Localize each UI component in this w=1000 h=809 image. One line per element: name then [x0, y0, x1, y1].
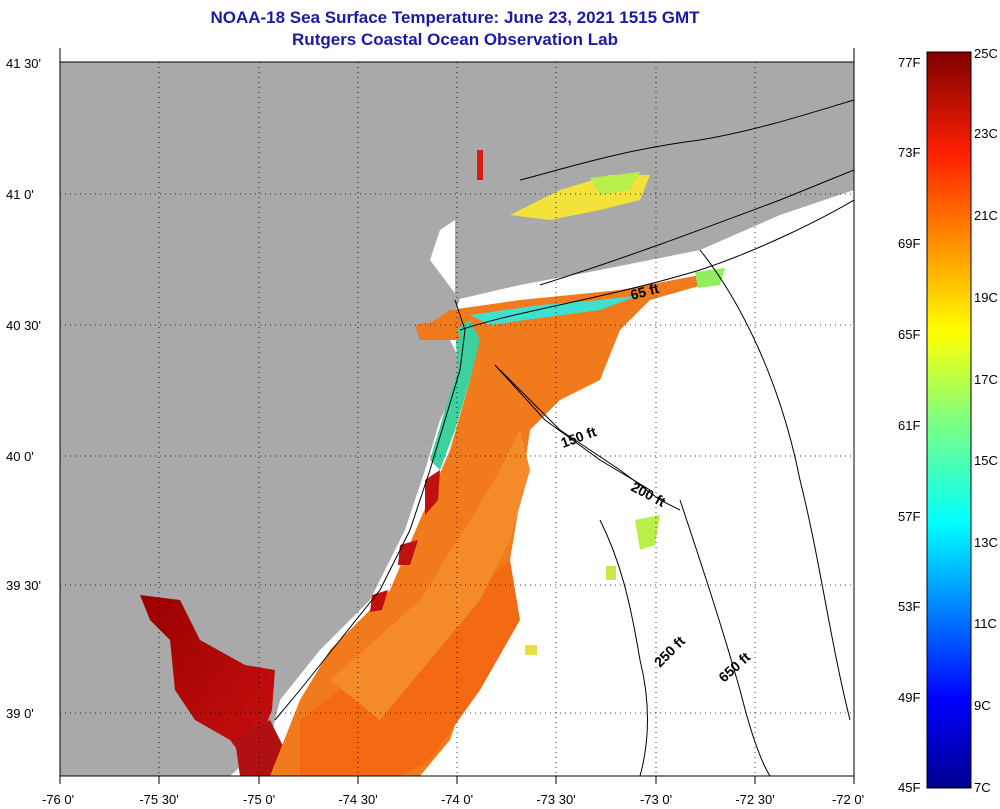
- map-ticks: [59, 48, 855, 784]
- lat-label: 39 30': [6, 578, 42, 593]
- lon-label: -73 30': [536, 792, 576, 807]
- colorbar-c-label: 7C: [974, 780, 991, 795]
- colorbar-f-label: 53F: [898, 599, 921, 614]
- lon-label: -75 0': [242, 792, 276, 807]
- colorbar-f-label: 65F: [898, 327, 921, 342]
- lon-label: -74 30': [338, 792, 378, 807]
- coastal-cool-band: [430, 320, 480, 470]
- delaware-bay: [140, 595, 275, 760]
- lon-label: -74 0': [440, 792, 474, 807]
- map-subtitle: Rutgers Coastal Ocean Observation Lab: [292, 30, 618, 49]
- long-island: [455, 62, 854, 300]
- colorbar-c-label: 17C: [974, 372, 998, 387]
- colorbar-f-label: 69F: [898, 236, 921, 251]
- lat-label: 41 0': [6, 187, 34, 202]
- lat-label: 40 0': [6, 449, 34, 464]
- colorbar-c-label: 9C: [974, 698, 991, 713]
- coastline: [274, 299, 466, 721]
- lon-label: -75 30': [139, 792, 179, 807]
- colorbar-c-label: 23C: [974, 126, 998, 141]
- lat-label: 41 30': [6, 56, 42, 71]
- colorbar-f-label: 77F: [898, 55, 921, 70]
- lat-label: 39 0': [6, 706, 34, 721]
- map-title: NOAA-18 Sea Surface Temperature: June 23…: [210, 8, 700, 27]
- lon-label: -72 0': [831, 792, 865, 807]
- colorbar-f-label: 57F: [898, 509, 921, 524]
- colorbar-f-label: 73F: [898, 145, 921, 160]
- isobath-label-65: 65 ft: [629, 280, 661, 303]
- graticule: [60, 62, 854, 776]
- lon-label: -76 0': [41, 792, 75, 807]
- lon-label: -73 0': [639, 792, 673, 807]
- colorbar-c-label: 15C: [974, 453, 998, 468]
- colorbar: [926, 51, 972, 789]
- colorbar-c-label: 13C: [974, 535, 998, 550]
- lat-label: 40 30': [6, 318, 42, 333]
- colorbar-c-label: 25C: [974, 46, 998, 61]
- colorbar-f-label: 61F: [898, 418, 921, 433]
- land-mass: [60, 62, 470, 776]
- lon-label: -72 30': [735, 792, 775, 807]
- colorbar-c-label: 19C: [974, 290, 998, 305]
- colorbar-f-label: 45F: [898, 780, 921, 795]
- map-area: 65 ft 150 ft 200 ft 250 ft 650 ft: [60, 62, 854, 776]
- colorbar-c-label: 21C: [974, 208, 998, 223]
- colorbar-f-label: 49F: [898, 690, 921, 705]
- colorbar-c-label: 11C: [974, 616, 997, 631]
